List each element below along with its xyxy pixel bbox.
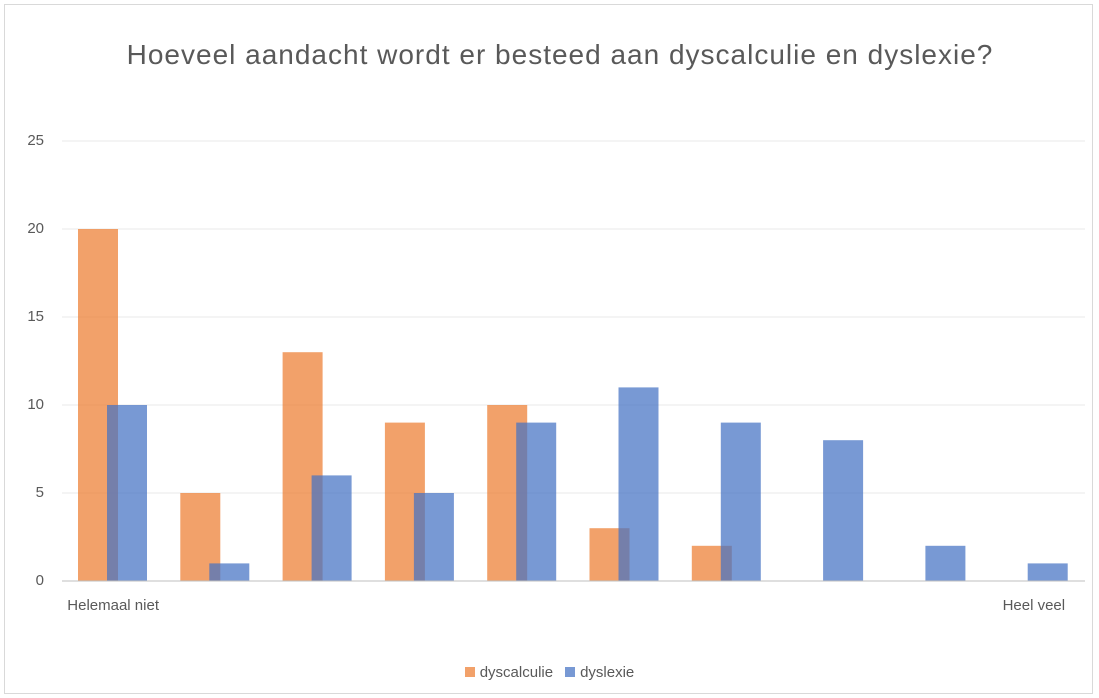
bar	[1027, 563, 1068, 581]
x-tick-label: Helemaal niet	[67, 597, 159, 614]
legend-label: dyslexie	[580, 664, 635, 681]
bar	[413, 493, 454, 581]
bar	[516, 422, 557, 581]
bar	[618, 387, 659, 581]
legend-swatch	[464, 667, 475, 677]
chart-title: Hoeveel aandacht wordt er besteed aan dy…	[126, 39, 994, 70]
legend-item: dyslexie	[565, 664, 634, 681]
legend-label: dyscalculie	[479, 664, 554, 681]
y-tick-label: 25	[27, 132, 44, 149]
bar	[107, 405, 147, 581]
bar	[209, 563, 250, 581]
bar	[823, 440, 864, 581]
bar	[925, 545, 966, 581]
y-tick-label: 0	[36, 572, 44, 589]
y-tick-label: 10	[27, 396, 44, 413]
chart-frame	[4, 4, 1093, 694]
legend-swatch	[565, 667, 576, 677]
y-tick-label: 20	[27, 220, 44, 237]
y-tick-label: 15	[27, 308, 44, 325]
y-tick-label: 5	[36, 484, 44, 501]
bar	[311, 475, 352, 581]
x-tick-label: Heel veel	[1002, 597, 1066, 614]
legend-item: dyscalculie	[464, 664, 554, 681]
bar	[720, 422, 761, 581]
legend: dyscalculie dyslexie	[0, 664, 1099, 681]
